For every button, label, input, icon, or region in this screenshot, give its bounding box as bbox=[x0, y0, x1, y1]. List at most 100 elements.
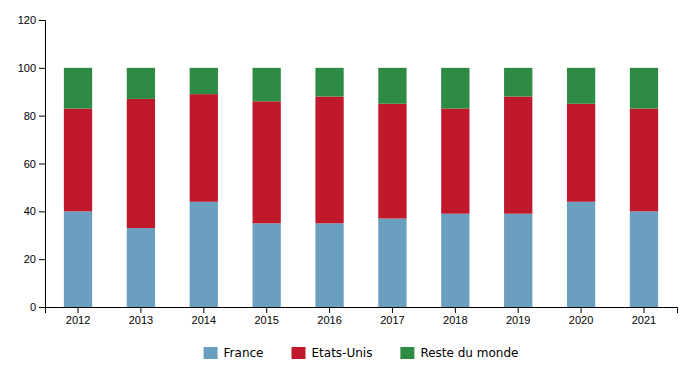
bar bbox=[127, 99, 155, 228]
bar bbox=[253, 68, 281, 101]
bar bbox=[630, 68, 658, 109]
y-tick-mark bbox=[39, 259, 45, 260]
x-tick-label: 2021 bbox=[632, 314, 656, 326]
bar bbox=[315, 97, 343, 224]
y-tick-mark bbox=[39, 211, 45, 212]
x-tick-mark bbox=[203, 307, 204, 313]
series bbox=[64, 68, 658, 109]
bar bbox=[190, 202, 218, 307]
x-tick: 2012 bbox=[66, 307, 90, 326]
x-tick: 2021 bbox=[632, 307, 656, 326]
y-tick-label: 0 bbox=[30, 301, 36, 313]
bar bbox=[378, 104, 406, 219]
y-axis-line bbox=[39, 21, 46, 308]
legend-label: Etats-Unis bbox=[311, 346, 372, 360]
bar bbox=[378, 219, 406, 307]
bar bbox=[567, 104, 595, 202]
bar bbox=[127, 68, 155, 99]
bar bbox=[504, 214, 532, 307]
plot: 2012 2013 2014 2015 2016 2017 2018 2019 2020 2021… bbox=[18, 14, 678, 326]
x-tick: 2019 bbox=[506, 307, 530, 326]
y-tick-mark bbox=[39, 68, 45, 69]
bars bbox=[64, 68, 658, 307]
x-tick-label: 2014 bbox=[192, 314, 216, 326]
y-tick-label: 100 bbox=[18, 62, 36, 74]
y-tick-mark bbox=[39, 20, 45, 21]
chart: 2012 2013 2014 2015 2016 2017 2018 2019 2020 2021… bbox=[0, 0, 697, 382]
y-tick-mark bbox=[39, 164, 45, 165]
y-tick-mark bbox=[39, 307, 45, 308]
bar bbox=[64, 108, 92, 211]
y-tick: 100 bbox=[18, 62, 45, 74]
bar bbox=[190, 94, 218, 202]
y-tick: 20 bbox=[24, 253, 45, 265]
legend-item: France bbox=[204, 346, 264, 360]
x-tick: 2013 bbox=[129, 307, 153, 326]
x-tick-mark bbox=[78, 307, 79, 313]
x-tick-label: 2012 bbox=[66, 314, 90, 326]
bar bbox=[253, 223, 281, 307]
x-tick-mark bbox=[643, 307, 644, 313]
y-tick-label: 60 bbox=[24, 158, 36, 170]
bar bbox=[64, 68, 92, 109]
bar bbox=[441, 108, 469, 213]
x-tick: 2020 bbox=[569, 307, 593, 326]
bar bbox=[504, 68, 532, 97]
y-tick-label: 40 bbox=[24, 205, 36, 217]
y-tick-mark bbox=[39, 116, 45, 117]
x-tick-label: 2018 bbox=[443, 314, 467, 326]
x-tick-label: 2013 bbox=[129, 314, 153, 326]
bar bbox=[630, 211, 658, 307]
y-tick-label: 120 bbox=[18, 14, 36, 26]
bar bbox=[567, 202, 595, 307]
x-axis: 2012 2013 2014 2015 2016 2017 2018 2019 2020 2021 bbox=[46, 307, 678, 326]
legend-swatch bbox=[291, 347, 305, 359]
y-tick-label: 80 bbox=[24, 110, 36, 122]
legend-swatch bbox=[204, 347, 218, 359]
legend: France Etats-Unis Reste du monde bbox=[204, 346, 519, 360]
bar bbox=[630, 108, 658, 211]
x-tick-mark bbox=[329, 307, 330, 313]
bar bbox=[190, 68, 218, 94]
x-tick: 2018 bbox=[443, 307, 467, 326]
x-tick: 2015 bbox=[254, 307, 278, 326]
x-tick-label: 2020 bbox=[569, 314, 593, 326]
bar bbox=[504, 97, 532, 214]
y-tick: 60 bbox=[24, 158, 45, 170]
x-tick-mark bbox=[392, 307, 393, 313]
x-tick-label: 2015 bbox=[254, 314, 278, 326]
legend-swatch bbox=[400, 347, 414, 359]
bar bbox=[315, 68, 343, 97]
y-axis: 0 20 40 60 80 100 120 bbox=[18, 14, 46, 313]
y-tick: 80 bbox=[24, 110, 45, 122]
series bbox=[64, 94, 658, 228]
bar bbox=[378, 68, 406, 104]
legend-item: Reste du monde bbox=[400, 346, 518, 360]
x-tick-label: 2019 bbox=[506, 314, 530, 326]
x-tick: 2014 bbox=[192, 307, 216, 326]
bar bbox=[127, 228, 155, 307]
x-tick-mark bbox=[518, 307, 519, 313]
legend-label: France bbox=[224, 346, 264, 360]
bar bbox=[315, 223, 343, 307]
bar bbox=[441, 68, 469, 109]
bar bbox=[567, 68, 595, 104]
bar bbox=[441, 214, 469, 307]
x-tick: 2017 bbox=[380, 307, 404, 326]
bar bbox=[64, 211, 92, 307]
x-tick: 2016 bbox=[317, 307, 341, 326]
legend-label: Reste du monde bbox=[420, 346, 518, 360]
bar bbox=[253, 101, 281, 223]
y-tick: 120 bbox=[18, 14, 45, 26]
x-tick-mark bbox=[140, 307, 141, 313]
x-tick-mark bbox=[266, 307, 267, 313]
x-axis-line bbox=[46, 308, 678, 314]
x-tick-mark bbox=[455, 307, 456, 313]
y-tick-label: 20 bbox=[24, 253, 36, 265]
x-tick-mark bbox=[581, 307, 582, 313]
legend-item: Etats-Unis bbox=[291, 346, 372, 360]
y-tick: 40 bbox=[24, 205, 45, 217]
x-tick-label: 2016 bbox=[317, 314, 341, 326]
x-tick-label: 2017 bbox=[380, 314, 404, 326]
y-tick: 0 bbox=[30, 301, 45, 313]
